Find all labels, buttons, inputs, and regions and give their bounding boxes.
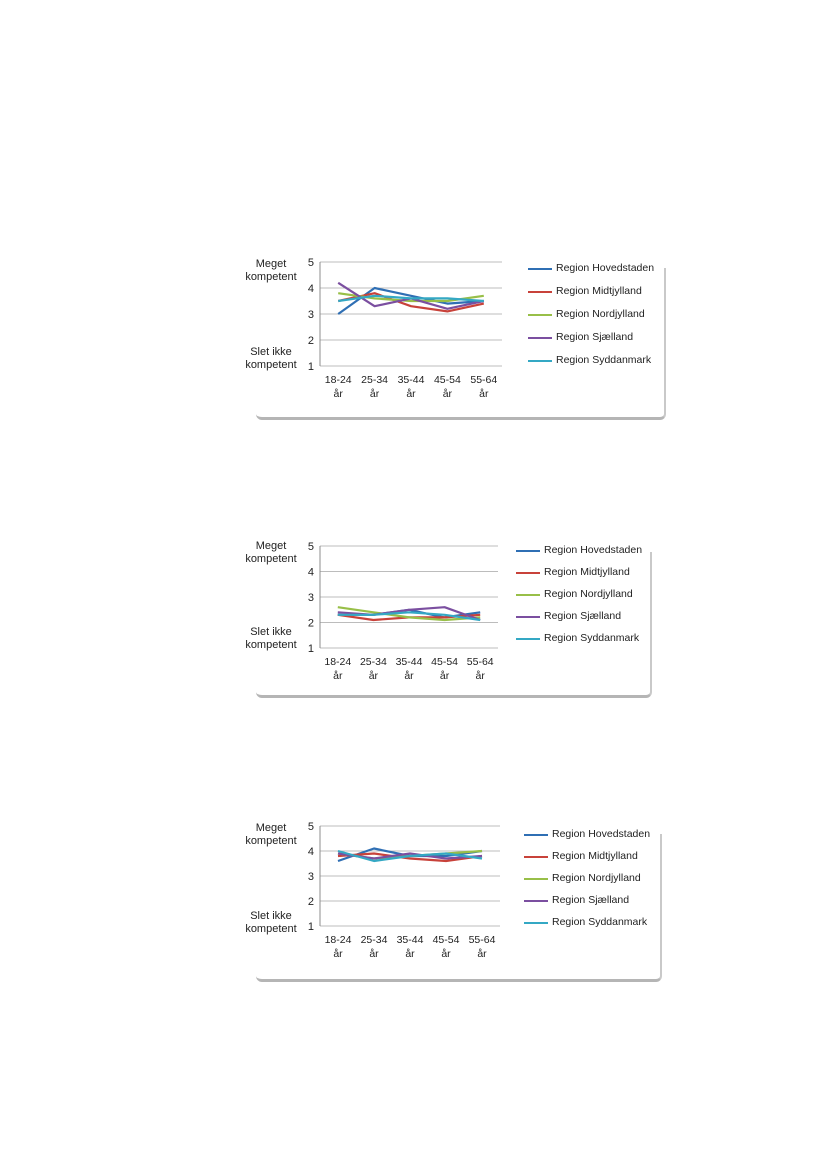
legend-label: Region Hovedstaden [552,828,651,840]
legend-swatch [528,337,552,339]
x-tick-label-unit: år [479,388,489,400]
line-chart-2: 1 2 3 4 5 18-24 år 25-34 år 35-44 år 45-54 år 55-64 år… [238,536,654,698]
line-chart-1: 1 2 3 4 5 18-24 år 25-34 år 35-44 år 45-54 år 55-64 år… [238,252,668,420]
y-tick-label: 2 [308,335,314,347]
y-tick-label: 1 [308,643,314,655]
y-label-bottom: Slet ikke kompetent [245,910,297,935]
chart-frame [256,834,662,982]
y-tick-label: 1 [308,921,314,933]
legend-label: Region Sjælland [544,610,622,622]
x-tick-label-unit: år [369,670,379,682]
series-line [338,294,484,303]
chart-plot: 1 2 3 4 5 18-24 år 25-34 år 35-44 år 45-54 år 55-64 år [308,821,500,960]
y-label-bottom: Slet ikke kompetent [245,346,297,371]
series-line [337,606,481,622]
legend-swatch [528,291,552,293]
x-tick-label-unit: år [333,670,343,682]
x-tick-label: 55-64 [470,374,497,386]
y-tick-label: 3 [308,309,314,321]
x-tick-label: 25-34 [361,374,388,386]
x-tick-label: 35-44 [397,934,424,946]
series-line [337,852,483,863]
x-tick-label: 18-24 [325,374,352,386]
x-tick-label-unit: år [477,948,487,960]
legend-label: Region Midtjylland [556,285,642,297]
y-tick-label: 1 [308,361,314,373]
x-tick-label-unit: år [441,948,451,960]
legend-swatch [528,314,552,316]
series-line [337,849,483,863]
y-tick-label: 4 [308,567,314,579]
legend-swatch [516,572,540,574]
legend-label: Region Hovedstaden [544,544,643,556]
x-tick-label-unit: år [333,948,343,960]
x-tick-label: 35-44 [398,374,425,386]
legend-label: Region Nordjylland [556,308,645,320]
y-tick-label: 2 [308,618,314,630]
x-tick-label: 55-64 [469,934,496,946]
legend-label: Region Midtjylland [544,566,630,578]
legend-label: Region Sjælland [552,894,630,906]
legend-swatch [524,878,548,880]
y-tick-label: 2 [308,896,314,908]
x-tick-label: 35-44 [396,656,423,668]
x-tick-label: 18-24 [325,934,352,946]
legend-swatch [516,638,540,640]
x-tick-label-unit: år [334,388,344,400]
legend-label: Region Midtjylland [552,850,638,862]
legend-swatch [528,360,552,362]
y-tick-label: 3 [308,592,314,604]
chart-frame [256,552,652,698]
x-tick-label-unit: år [476,670,486,682]
x-tick-label-unit: år [369,948,379,960]
x-tick-label-unit: år [404,670,414,682]
legend-label: Region Syddanmark [552,916,648,928]
x-tick-label: 25-34 [361,934,388,946]
y-tick-label: 5 [308,541,314,553]
y-label-top: Meget kompetent [245,540,297,565]
y-tick-label: 4 [308,283,314,295]
legend-label: Region Hovedstaden [556,262,655,274]
legend-swatch [524,900,548,902]
legend-label: Region Syddanmark [544,632,640,644]
chart-frame [256,268,666,420]
x-tick-label-unit: år [370,388,380,400]
legend-swatch [516,550,540,552]
legend-swatch [516,594,540,596]
y-tick-label: 4 [308,846,314,858]
legend-label: Region Sjælland [556,331,634,343]
y-tick-label: 3 [308,871,314,883]
legend-swatch [524,856,548,858]
legend-swatch [528,268,552,270]
x-tick-label: 45-54 [434,374,461,386]
x-tick-label: 25-34 [360,656,387,668]
x-tick-label-unit: år [443,388,453,400]
x-tick-label: 55-64 [467,656,494,668]
chart-plot: 1 2 3 4 5 18-24 år 25-34 år 35-44 år 45-54 år 55-64 år [308,541,498,682]
line-chart-3: 1 2 3 4 5 18-24 år 25-34 år 35-44 år 45-54 år 55-64 år… [238,818,664,982]
legend-swatch [524,922,548,924]
x-tick-label: 45-54 [433,934,460,946]
legend-swatch [516,616,540,618]
y-tick-label: 5 [308,821,314,833]
x-tick-label-unit: år [406,388,416,400]
x-tick-label: 18-24 [324,656,351,668]
legend-label: Region Nordjylland [552,872,641,884]
y-label-bottom: Slet ikke kompetent [245,626,297,651]
legend-swatch [524,834,548,836]
legend-label: Region Syddanmark [556,354,652,366]
x-tick-label-unit: år [440,670,450,682]
y-label-top: Meget kompetent [245,258,297,283]
series-line [337,611,481,622]
y-label-top: Meget kompetent [245,822,297,847]
legend-label: Region Nordjylland [544,588,633,600]
y-tick-label: 5 [308,257,314,269]
x-tick-label: 45-54 [431,656,458,668]
x-tick-label-unit: år [405,948,415,960]
chart-plot: 1 2 3 4 5 18-24 år 25-34 år 35-44 år 45-54 år 55-64 år [308,257,502,400]
